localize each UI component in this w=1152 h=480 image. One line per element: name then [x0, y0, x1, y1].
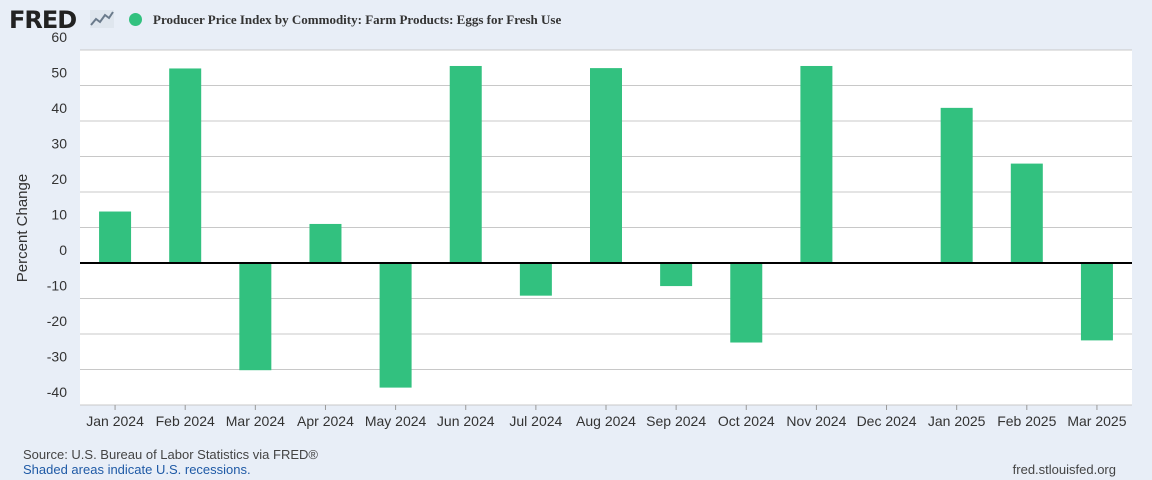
y-tick-label: -40: [47, 384, 67, 400]
series-title: Producer Price Index by Commodity: Farm …: [153, 12, 562, 27]
source-note: Source: U.S. Bureau of Labor Statistics …: [23, 447, 318, 462]
recession-note[interactable]: Shaded areas indicate U.S. recessions.: [23, 462, 251, 477]
fred-logo[interactable]: FRED: [9, 6, 77, 34]
y-tick-label: 40: [51, 100, 67, 116]
y-tick-label: 30: [51, 136, 67, 152]
bar-chart: -40 -30 -20 -10 0 10 20 30 40 50 60 Jan 2024 Feb 20…: [14, 29, 1132, 429]
x-tick-label: Nov 2024: [786, 413, 846, 429]
y-tick-label: -30: [47, 349, 67, 365]
bar-14[interactable]: [1080, 263, 1113, 341]
bar-5[interactable]: [449, 65, 482, 263]
legend-marker: [129, 13, 142, 26]
chart-header: FRED Producer Price Index by Commodity: …: [0, 0, 1152, 40]
y-tick-label: 0: [59, 242, 67, 258]
x-tick-label: Jan 2024: [86, 413, 144, 429]
y-tick-label: 10: [51, 207, 67, 223]
y-axis-ticks: -40 -30 -20 -10 0 10 20 30 40 50 60: [47, 29, 67, 400]
x-tick-label: May 2024: [365, 413, 427, 429]
fred-url[interactable]: fred.stlouisfed.org: [1012, 462, 1116, 477]
x-tick-label: Dec 2024: [857, 413, 917, 429]
y-tick-label: 60: [51, 29, 67, 45]
bar-9[interactable]: [730, 263, 763, 343]
y-tick-label: -10: [47, 278, 67, 294]
x-tick-label: Oct 2024: [718, 413, 775, 429]
bar-13[interactable]: [1010, 163, 1043, 263]
bar-10[interactable]: [800, 65, 833, 263]
bar-12[interactable]: [940, 107, 973, 264]
fred-graph-icon: [90, 10, 114, 28]
x-tick-label: Sep 2024: [646, 413, 706, 429]
x-tick-label: Jul 2024: [509, 413, 562, 429]
x-tick-label: Jun 2024: [437, 413, 495, 429]
bar-8[interactable]: [660, 263, 693, 287]
x-axis-ticks: Jan 2024 Feb 2024 Mar 2024 Apr 2024 May 2024…: [86, 405, 1127, 429]
bar-4[interactable]: [379, 263, 412, 388]
x-tick-label: Mar 2024: [226, 413, 285, 429]
y-tick-label: 50: [51, 65, 67, 81]
bar-6[interactable]: [519, 263, 552, 296]
bar-0[interactable]: [99, 211, 132, 263]
x-tick-label: Mar 2025: [1067, 413, 1126, 429]
bars: [99, 65, 1113, 388]
x-tick-label: Jan 2025: [928, 413, 986, 429]
x-tick-label: Aug 2024: [576, 413, 636, 429]
y-tick-label: -20: [47, 313, 67, 329]
x-tick-label: Feb 2024: [156, 413, 215, 429]
bar-1[interactable]: [169, 68, 202, 264]
bar-2[interactable]: [239, 263, 272, 371]
x-tick-label: Apr 2024: [297, 413, 354, 429]
y-tick-label: 20: [51, 171, 67, 187]
x-tick-label: Feb 2025: [997, 413, 1056, 429]
y-axis-label: Percent Change: [14, 174, 31, 282]
bar-7[interactable]: [590, 68, 622, 263]
bar-3[interactable]: [309, 223, 342, 263]
